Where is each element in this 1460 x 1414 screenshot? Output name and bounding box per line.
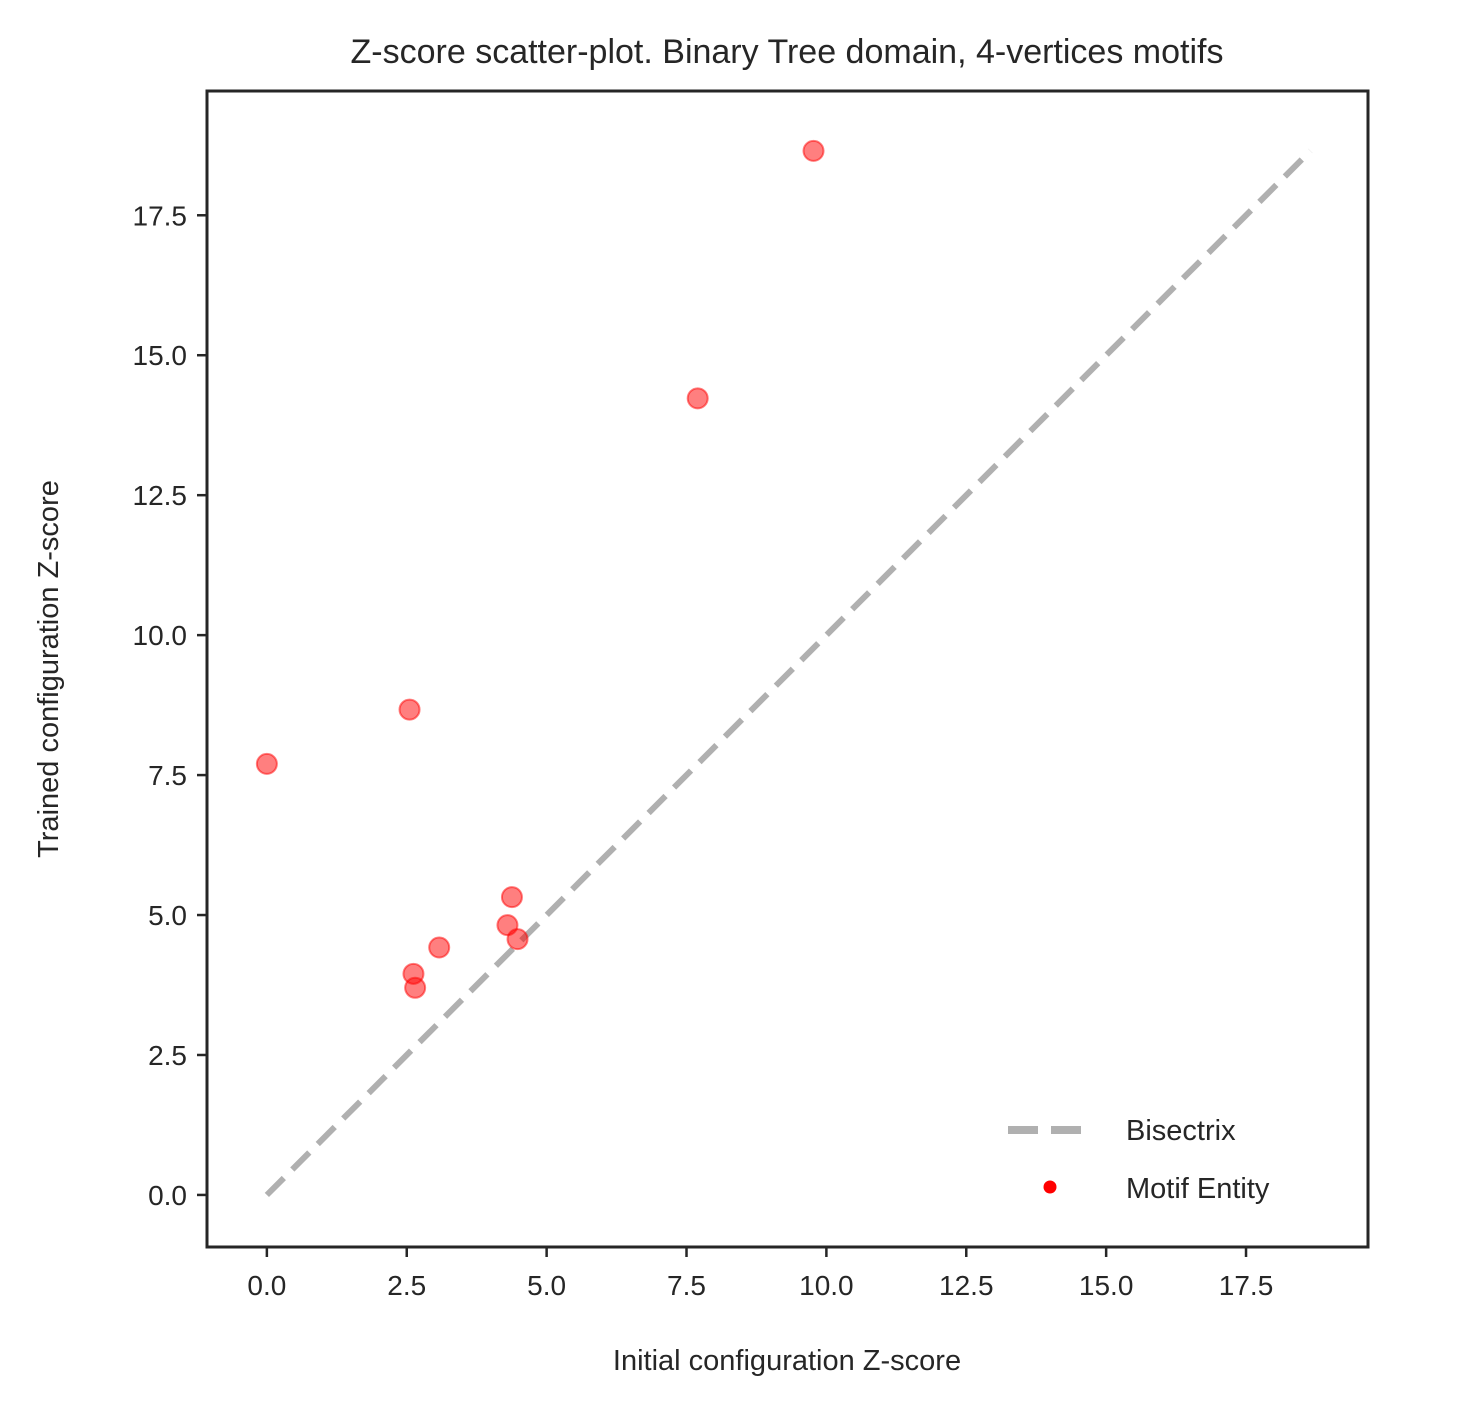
x-tick-label: 5.0 [527, 1270, 566, 1301]
x-axis-ticks: 0.0 2.5 5.0 7.5 10.0 12.5 15.0 17.5 [247, 1247, 1273, 1301]
x-tick-label: 17.5 [1219, 1270, 1274, 1301]
motif-point [500, 886, 523, 909]
x-tick-label: 12.5 [939, 1270, 994, 1301]
legend-bisectrix-label: Bisectrix [1126, 1115, 1236, 1147]
chart-title: Z-score scatter-plot. Binary Tree domain… [351, 33, 1224, 71]
motif-point [802, 139, 825, 162]
y-tick-label: 7.5 [148, 760, 187, 791]
bisectrix-line [264, 148, 1313, 1198]
y-tick-label: 12.5 [133, 480, 188, 511]
x-tick-label: 2.5 [387, 1270, 426, 1301]
motif-point [428, 936, 451, 959]
motif-point [686, 387, 709, 410]
motif-point [398, 698, 421, 721]
x-tick-label: 0.0 [247, 1270, 286, 1301]
y-tick-label: 2.5 [148, 1040, 187, 1071]
y-tick-label: 17.5 [133, 200, 188, 231]
y-tick-label: 5.0 [148, 900, 187, 931]
motif-point [506, 928, 529, 951]
plot-frame [205, 89, 1370, 1249]
x-tick-label: 7.5 [667, 1270, 706, 1301]
legend-motif-swatch [1043, 1180, 1057, 1194]
y-axis-ticks: 0.0 2.5 5.0 7.5 10.0 12.5 15.0 17.5 [133, 200, 207, 1211]
legend: Bisectrix Motif Entity [1008, 1115, 1270, 1205]
x-axis-title: Initial configuration Z-score [613, 1345, 961, 1377]
bisectrix-layer [264, 148, 1313, 1198]
x-tick-label: 10.0 [799, 1270, 854, 1301]
y-tick-label: 0.0 [148, 1180, 187, 1211]
motif-point [255, 752, 278, 775]
points-layer [255, 139, 825, 999]
y-axis-title: Trained configuration Z-score [33, 480, 65, 858]
legend-motif-label: Motif Entity [1126, 1173, 1270, 1205]
y-tick-label: 15.0 [133, 340, 188, 371]
x-tick-label: 15.0 [1079, 1270, 1134, 1301]
y-tick-label: 10.0 [133, 620, 188, 651]
motif-point [404, 976, 427, 999]
